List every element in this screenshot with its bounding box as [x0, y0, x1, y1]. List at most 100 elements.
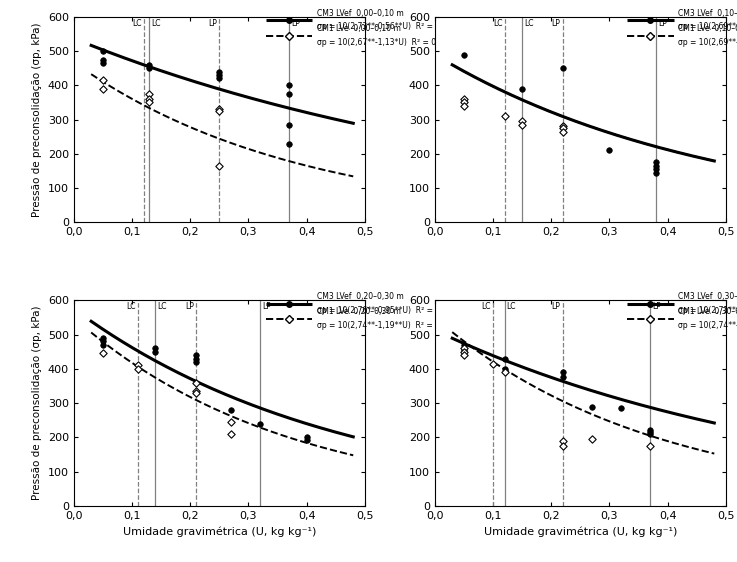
Point: [190, 351, 202, 360]
Text: LP: LP: [552, 19, 561, 28]
Text: σp = 10(2,74**-1,19**U)  R² = 0,86**: σp = 10(2,74**-1,19**U) R² = 0,86**: [317, 321, 460, 330]
Point: [557, 373, 569, 382]
Text: LC: LC: [506, 302, 516, 311]
Point: [644, 426, 656, 435]
Point: [132, 364, 144, 373]
Point: [516, 120, 528, 129]
Point: [225, 405, 237, 414]
Text: LP: LP: [185, 302, 194, 311]
Text: CM3 LVef  0,10–0,20 m: CM3 LVef 0,10–0,20 m: [678, 8, 737, 17]
Text: LC: LC: [493, 19, 503, 28]
Text: σp = 10(2,76**-0,95**U)  R² = 0,82**: σp = 10(2,76**-0,95**U) R² = 0,82**: [317, 306, 460, 315]
Point: [557, 436, 569, 445]
Text: CM3 LVef  0,30–0,40 m: CM3 LVef 0,30–0,40 m: [678, 292, 737, 301]
Point: [557, 441, 569, 450]
Point: [190, 378, 202, 387]
Text: LC: LC: [151, 19, 161, 28]
Text: LP: LP: [652, 302, 661, 311]
Point: [214, 161, 226, 170]
Point: [214, 107, 226, 116]
Point: [458, 347, 469, 356]
Text: LP: LP: [658, 19, 667, 28]
Point: [458, 98, 469, 107]
Point: [97, 84, 109, 93]
Point: [301, 433, 312, 442]
Text: CM3 LVef  0,20–0,30 m: CM3 LVef 0,20–0,30 m: [317, 292, 404, 301]
Text: σp = 10(2,69**-0,91**U)  R² = 0,95**: σp = 10(2,69**-0,91**U) R² = 0,95**: [678, 38, 737, 47]
Text: LP: LP: [208, 19, 217, 28]
Point: [190, 357, 202, 366]
Point: [557, 127, 569, 136]
Point: [214, 71, 226, 80]
Point: [144, 98, 156, 107]
Point: [458, 94, 469, 103]
Text: CM1 LVe  0,20–0,30 m: CM1 LVe 0,20–0,30 m: [317, 307, 401, 316]
Text: LC: LC: [524, 19, 534, 28]
Point: [97, 58, 109, 67]
Point: [499, 112, 511, 121]
Y-axis label: Pressão de preconsolidação (σp, kPa): Pressão de preconsolidação (σp, kPa): [32, 306, 42, 500]
Point: [97, 76, 109, 85]
Point: [225, 418, 237, 427]
Point: [557, 124, 569, 133]
Text: LC: LC: [157, 302, 167, 311]
Point: [97, 337, 109, 346]
Point: [458, 344, 469, 353]
Point: [650, 161, 662, 170]
Point: [615, 404, 627, 413]
Point: [97, 47, 109, 56]
Text: CM3 LVef  0,00–0,10 m: CM3 LVef 0,00–0,10 m: [317, 8, 404, 17]
Point: [458, 346, 469, 355]
Point: [650, 168, 662, 177]
Point: [499, 364, 511, 373]
Point: [225, 429, 237, 438]
Point: [283, 139, 295, 148]
Point: [144, 64, 156, 72]
Point: [190, 354, 202, 363]
Point: [283, 120, 295, 129]
Text: LP: LP: [552, 302, 561, 311]
Point: [516, 84, 528, 93]
Point: [144, 89, 156, 98]
Text: LP: LP: [262, 302, 270, 311]
Point: [650, 165, 662, 174]
Text: σp = 10(2,67**-1,13*U)  R² = 0,68**: σp = 10(2,67**-1,13*U) R² = 0,68**: [317, 38, 456, 47]
Text: LC: LC: [481, 302, 491, 311]
X-axis label: Umidade gravimétrica (U, kg kg⁻¹): Umidade gravimétrica (U, kg kg⁻¹): [483, 526, 677, 537]
Point: [458, 101, 469, 110]
Point: [499, 368, 511, 377]
X-axis label: Umidade gravimétrica (U, kg kg⁻¹): Umidade gravimétrica (U, kg kg⁻¹): [122, 526, 316, 537]
Point: [190, 387, 202, 396]
Point: [97, 55, 109, 64]
Point: [214, 74, 226, 83]
Point: [644, 428, 656, 437]
Point: [283, 89, 295, 98]
Point: [644, 441, 656, 450]
Point: [586, 434, 598, 443]
Point: [97, 333, 109, 342]
Point: [557, 122, 569, 131]
Point: [132, 361, 144, 370]
Point: [650, 158, 662, 167]
Point: [254, 419, 266, 428]
Text: LC: LC: [126, 302, 136, 311]
Point: [458, 351, 469, 360]
Text: CM1 LVe  0,30–0,40 m: CM1 LVe 0,30–0,40 m: [678, 307, 737, 316]
Point: [487, 359, 499, 368]
Point: [301, 435, 312, 444]
Point: [97, 349, 109, 358]
Point: [214, 67, 226, 76]
Point: [499, 354, 511, 363]
Point: [150, 344, 161, 353]
Point: [557, 64, 569, 72]
Point: [557, 122, 569, 131]
Text: LC: LC: [132, 19, 142, 28]
Text: σp = 10(2,73**-0,56**U)  R² = 0,76**: σp = 10(2,73**-0,56**U) R² = 0,76**: [317, 22, 460, 31]
Point: [214, 105, 226, 114]
Point: [458, 341, 469, 350]
Text: σp = 10(2,71**-0,68**U)  R² = 0,76**: σp = 10(2,71**-0,68**U) R² = 0,76**: [678, 306, 737, 315]
Point: [644, 429, 656, 438]
Point: [144, 94, 156, 103]
Text: CM1 LVe  0,10–0,20 m: CM1 LVe 0,10–0,20 m: [678, 24, 737, 33]
Text: LP: LP: [291, 19, 300, 28]
